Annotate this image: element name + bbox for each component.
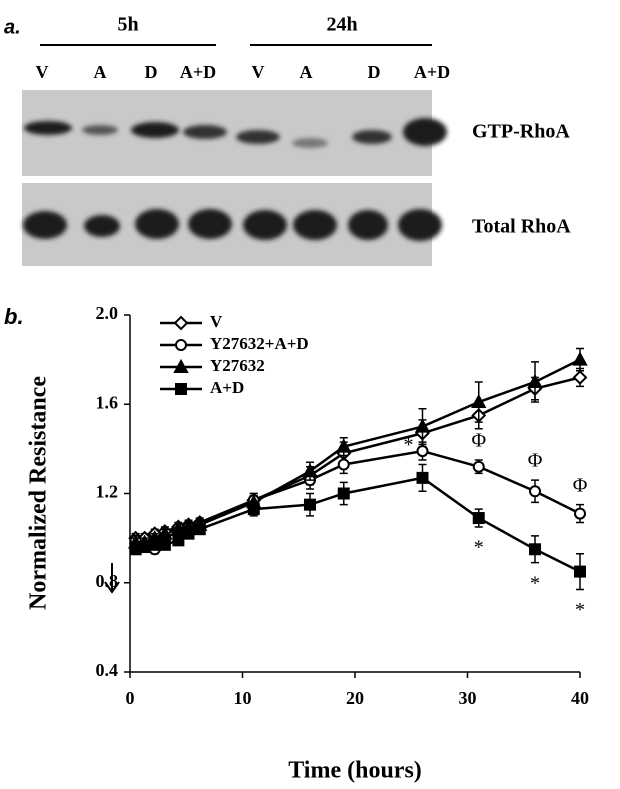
panel-b: b. Time (hours) Normalized Resistance 0.… <box>4 303 589 783</box>
marker <box>138 541 151 554</box>
marker <box>416 445 429 458</box>
point-label: * <box>575 599 585 621</box>
marker <box>472 460 485 473</box>
lane-label: V <box>252 62 265 82</box>
marker <box>472 512 485 525</box>
marker <box>337 458 350 471</box>
y-tick-label: 1.2 <box>96 482 119 502</box>
x-tick-label: 0 <box>126 688 135 708</box>
row-label: GTP-RhoA <box>472 121 570 143</box>
point-label: Φ <box>528 450 543 472</box>
legend-label: Y27632+A+D <box>210 334 309 353</box>
marker <box>572 351 588 366</box>
panel-a: a. 5h 24h V A D A+D V A D A+D GTP-RhoA T <box>4 14 571 266</box>
x-tick-label: 40 <box>571 688 589 708</box>
marker <box>529 485 541 498</box>
x-axis-title: Time (hours) <box>288 758 422 784</box>
y-tick-label: 0.8 <box>96 571 119 591</box>
x-tick-label: 30 <box>459 688 477 708</box>
point-label: Φ <box>573 474 588 496</box>
series-line <box>135 376 581 540</box>
lane-label: D <box>368 62 381 82</box>
panel-label: b. <box>4 304 24 329</box>
point-label: * <box>530 572 540 594</box>
marker <box>172 534 185 547</box>
legend-label: Y27632 <box>210 356 265 375</box>
lane-label: A+D <box>180 62 216 82</box>
marker <box>247 503 260 516</box>
x-tick-label: 20 <box>346 688 364 708</box>
point-label: * <box>474 537 484 559</box>
x-tick-label: 10 <box>234 688 252 708</box>
lane-label: A <box>300 62 313 82</box>
point-label: Φ <box>471 430 486 452</box>
marker <box>173 358 189 373</box>
marker <box>416 471 429 484</box>
marker <box>337 487 350 500</box>
marker <box>173 315 189 331</box>
marker <box>182 527 195 540</box>
marker <box>175 383 187 395</box>
bands <box>23 118 447 241</box>
lane-label: D <box>145 62 158 82</box>
y-axis-title: Normalized Resistance <box>26 376 52 610</box>
y-tick-label: 2.0 <box>96 303 119 323</box>
arrow <box>104 563 120 594</box>
legend-label: V <box>210 312 223 331</box>
legend-label: A+D <box>210 378 244 397</box>
marker <box>529 543 541 556</box>
lane-label: V <box>36 62 49 82</box>
marker <box>574 507 586 520</box>
panel-label: a. <box>4 16 21 38</box>
series-line <box>135 358 581 544</box>
marker <box>193 523 206 536</box>
group-label: 5h <box>117 14 138 36</box>
marker <box>414 418 431 433</box>
lane-label: A+D <box>414 62 450 82</box>
marker <box>527 373 543 388</box>
marker <box>302 463 318 478</box>
marker <box>572 370 588 385</box>
marker <box>574 565 586 578</box>
marker <box>157 525 173 540</box>
marker <box>471 393 487 409</box>
marker <box>336 438 352 453</box>
marker <box>170 521 187 536</box>
point-label: * <box>404 434 414 456</box>
marker <box>158 538 171 551</box>
lane-label: A <box>94 62 107 82</box>
y-tick-label: 0.4 <box>96 660 119 680</box>
marker <box>304 498 316 511</box>
y-tick-label: 1.6 <box>96 392 119 412</box>
marker <box>148 538 161 551</box>
marker <box>175 339 187 351</box>
row-label: Total RhoA <box>472 216 571 238</box>
group-label: 24h <box>326 14 357 36</box>
